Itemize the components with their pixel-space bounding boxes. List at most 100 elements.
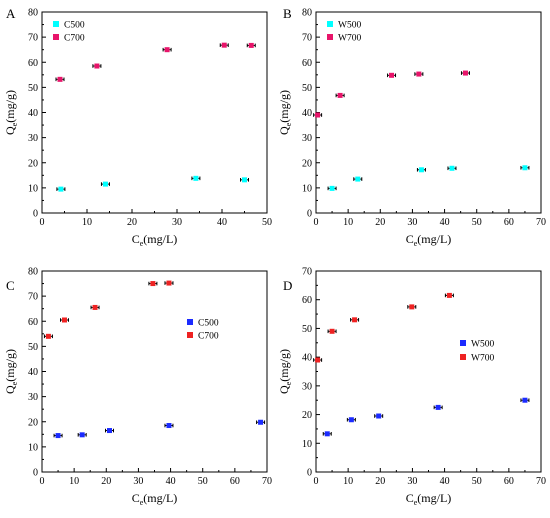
data-marker — [329, 185, 335, 191]
panel-label: D — [283, 278, 292, 293]
data-point — [520, 397, 530, 403]
series-c700 — [55, 42, 256, 82]
y-tick-label: 50 — [28, 342, 38, 353]
y-tick-label: 40 — [302, 108, 312, 119]
x-axis-title: Ce(mg/L) — [132, 491, 178, 507]
legend-label: W500 — [338, 21, 361, 31]
y-tick-label: 80 — [302, 8, 312, 19]
x-axis-title: Ce(mg/L) — [132, 232, 178, 248]
x-tick-label: 60 — [230, 476, 240, 487]
x-tick-label: 50 — [472, 476, 482, 487]
x-tick-label: 0 — [40, 217, 45, 228]
data-marker — [418, 167, 424, 173]
y-tick-label: 70 — [28, 292, 38, 303]
data-point — [92, 63, 102, 69]
legend-entry: C500 — [53, 21, 85, 31]
data-marker — [348, 417, 354, 423]
data-marker — [57, 76, 63, 82]
data-marker — [376, 413, 382, 419]
x-tick-label: 30 — [172, 217, 182, 228]
y-tick-label: 40 — [28, 108, 38, 119]
panel-d: 0 10 20 30 40 50 60 70 0 10 20 30 40 50 60 70 Ce(mg/L) Qe… — [277, 267, 546, 508]
plot-frame — [315, 270, 542, 473]
legend-swatch — [53, 21, 59, 27]
x-tick-label: 60 — [504, 476, 514, 487]
y-tick-label: 70 — [28, 33, 38, 44]
data-marker — [45, 333, 51, 339]
legend-entry: C700 — [53, 34, 85, 44]
y-tick-label: 20 — [28, 417, 38, 428]
data-point — [90, 304, 100, 310]
data-marker — [92, 304, 98, 310]
data-marker — [164, 47, 170, 53]
x-tick-label: 20 — [127, 217, 137, 228]
data-marker — [248, 42, 254, 48]
x-tick-label: 40 — [440, 217, 450, 228]
data-point — [353, 176, 363, 182]
data-point — [327, 185, 337, 191]
data-point — [433, 404, 443, 410]
x-tick-label: 70 — [536, 476, 546, 487]
y-tick-label: 10 — [28, 442, 38, 453]
x-tick-label: 60 — [504, 217, 514, 228]
panel-label: A — [6, 6, 16, 21]
data-point — [407, 304, 417, 310]
plot-frame — [41, 270, 268, 473]
data-point — [148, 281, 158, 287]
panel-label: C — [6, 278, 15, 293]
x-tick-label: 10 — [82, 217, 92, 228]
y-tick-label: 50 — [302, 83, 312, 94]
data-point — [77, 432, 87, 438]
y-tick-label: 0 — [307, 468, 312, 479]
data-point — [414, 71, 424, 77]
data-point — [322, 431, 332, 437]
data-marker — [150, 281, 156, 287]
data-marker — [107, 428, 112, 434]
panel-a: 0 10 20 30 40 50 0 10 20 30 40 50 60 70 80 Ce(mg/L) Qe(m… — [3, 6, 272, 248]
data-marker — [446, 292, 452, 298]
legend-entry: C500 — [187, 319, 219, 329]
x-axis-title: Ce(mg/L) — [406, 491, 452, 507]
data-marker — [166, 280, 172, 286]
data-marker — [193, 175, 199, 181]
series-w500 — [327, 165, 530, 191]
legend-label: W700 — [338, 34, 361, 44]
data-point — [53, 433, 63, 439]
data-point — [416, 167, 426, 173]
legend-label: C700 — [64, 34, 85, 44]
x-tick-label: 40 — [217, 217, 227, 228]
data-marker — [315, 357, 321, 363]
x-tick-label: 70 — [262, 476, 272, 487]
data-point — [105, 428, 114, 434]
x-tick-label: 50 — [198, 476, 208, 487]
y-tick-label: 20 — [302, 158, 312, 169]
data-marker — [337, 92, 343, 98]
y-axis-title: Qe(mg/g) — [3, 90, 19, 135]
legend-entry: W700 — [327, 34, 361, 44]
y-tick-label: 30 — [28, 133, 38, 144]
data-marker — [55, 433, 61, 439]
x-tick-label: 50 — [262, 217, 272, 228]
x-tick-label: 50 — [472, 217, 482, 228]
panel-b: 0 10 20 30 40 50 60 70 0 10 20 30 40 50 60 70 80 Ce(mg/L)… — [277, 6, 546, 248]
data-marker — [242, 177, 247, 183]
data-point — [447, 165, 457, 171]
data-point — [60, 317, 69, 323]
data-point — [460, 70, 470, 76]
y-tick-label: 0 — [33, 468, 38, 479]
data-marker — [58, 186, 64, 192]
series-w700 — [313, 70, 470, 118]
x-axis-title: Ce(mg/L) — [406, 232, 452, 248]
x-tick-label: 40 — [440, 476, 450, 487]
data-point — [246, 42, 256, 48]
y-tick-label: 80 — [28, 267, 38, 278]
data-marker — [315, 112, 321, 118]
y-tick-label: 30 — [302, 133, 312, 144]
series-c500 — [56, 175, 249, 192]
series-w700 — [313, 292, 454, 363]
data-point — [313, 112, 323, 118]
legend-swatch — [460, 340, 466, 346]
y-tick-label: 30 — [302, 381, 312, 392]
x-tick-label: 30 — [133, 476, 143, 487]
